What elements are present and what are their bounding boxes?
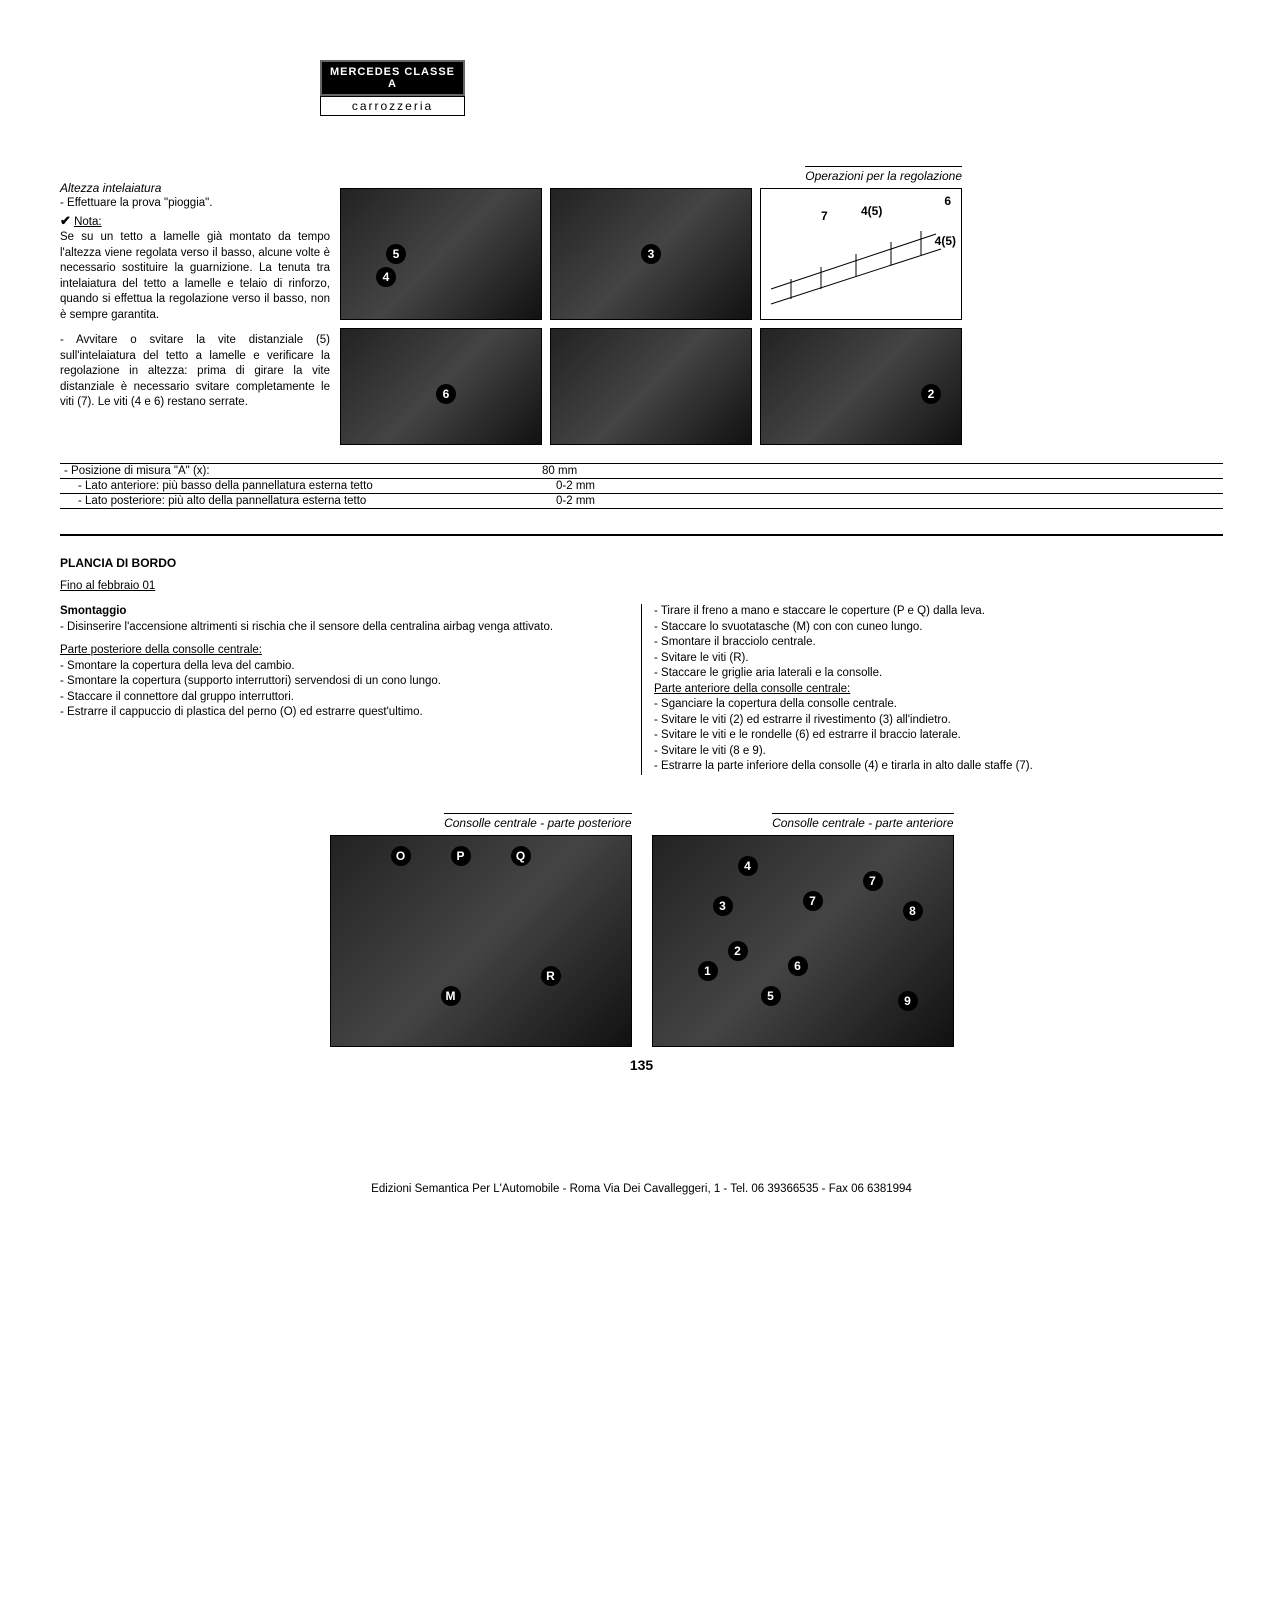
sec2-title: PLANCIA DI BORDO bbox=[60, 556, 1223, 570]
fig-5 bbox=[550, 328, 752, 445]
sec1-text-col: Altezza intelaiatura - Effettuare la pro… bbox=[60, 180, 330, 411]
r2c2: 0-2 mm bbox=[552, 479, 630, 493]
left-h2: Parte posteriore della consolle centrale… bbox=[60, 643, 629, 659]
fig-row-top: 5 4 3 bbox=[340, 188, 962, 320]
page-number: 135 bbox=[60, 1057, 1223, 1073]
figR-7a: 7 bbox=[803, 891, 823, 911]
table-row: - Posizione di misura "A" (x): 80 mm bbox=[60, 463, 1223, 479]
figR-4: 4 bbox=[738, 856, 758, 876]
figL-O: O bbox=[391, 846, 411, 866]
figL-P: P bbox=[451, 846, 471, 866]
fig3-label-45b: 4(5) bbox=[935, 234, 956, 248]
divider bbox=[60, 534, 1223, 536]
figR-6: 6 bbox=[788, 956, 808, 976]
figR-7: 7 bbox=[863, 871, 883, 891]
fig3-label-45: 4(5) bbox=[861, 204, 882, 218]
figL: O P Q M R bbox=[330, 835, 632, 1047]
figL-M: M bbox=[441, 986, 461, 1006]
right-l8: - Svitare le viti e le rondelle (6) ed e… bbox=[654, 728, 1223, 744]
figR-wrap: Consolle centrale - parte anteriore 1 2 … bbox=[652, 835, 954, 1047]
right-l5: - Staccare le griglie aria laterali e la… bbox=[654, 666, 1223, 682]
r3c2: 0-2 mm bbox=[552, 494, 630, 508]
header-brand: MERCEDES CLASSE A bbox=[320, 60, 465, 96]
figL-Q: Q bbox=[511, 846, 531, 866]
page: MERCEDES CLASSE A carrozzeria Altezza in… bbox=[0, 0, 1283, 1599]
figR-5: 5 bbox=[761, 986, 781, 1006]
sec1-line1: - Effettuare la prova "pioggia". bbox=[60, 196, 330, 212]
right-l4: - Svitare le viti (R). bbox=[654, 651, 1223, 667]
fig6-label-2: 2 bbox=[921, 384, 941, 404]
section-1: Altezza intelaiatura - Effettuare la pro… bbox=[60, 180, 1223, 445]
fig1-label-5: 5 bbox=[386, 244, 406, 264]
fig-3: 6 7 4(5) 4(5) bbox=[760, 188, 962, 320]
two-col: Smontaggio - Disinserire l'accensione al… bbox=[60, 604, 1223, 775]
left-l3: - Staccare il connettore dal gruppo inte… bbox=[60, 690, 629, 706]
figR-9: 9 bbox=[898, 991, 918, 1011]
sec2-subtitle: Fino al febbraio 01 bbox=[60, 580, 1223, 592]
figR: 1 2 3 4 5 6 7 7 8 9 bbox=[652, 835, 954, 1047]
sec1-note: Se su un tetto a lamelle già montato da … bbox=[60, 230, 330, 323]
figL-wrap: Consolle centrale - parte posteriore O P… bbox=[330, 835, 632, 1047]
left-h1: Smontaggio bbox=[60, 604, 629, 620]
right-h2: Parte anteriore della consolle centrale: bbox=[654, 682, 1223, 698]
sec1-subtitle: Altezza intelaiatura bbox=[60, 180, 330, 196]
figL-R: R bbox=[541, 966, 561, 986]
right-l9: - Svitare le viti (8 e 9). bbox=[654, 744, 1223, 760]
note-label: Nota: bbox=[74, 216, 102, 228]
figR-title: Consolle centrale - parte anteriore bbox=[772, 813, 953, 830]
footer: Edizioni Semantica Per L'Automobile - Ro… bbox=[60, 1183, 1223, 1195]
right-l1: - Tirare il freno a mano e staccare le c… bbox=[654, 604, 1223, 620]
figR-2: 2 bbox=[728, 941, 748, 961]
fig3-label-6: 6 bbox=[944, 194, 951, 208]
figR-3: 3 bbox=[713, 896, 733, 916]
right-l6: - Sganciare la copertura della consolle … bbox=[654, 697, 1223, 713]
figR-1: 1 bbox=[698, 961, 718, 981]
table-row: - Lato anteriore: più basso della pannel… bbox=[60, 479, 1223, 494]
fig1-label-4: 4 bbox=[376, 267, 396, 287]
sec1-note-label: ✔ Nota: bbox=[60, 212, 330, 231]
r1c2: 80 mm bbox=[538, 464, 616, 478]
fig2-label-3: 3 bbox=[641, 244, 661, 264]
fig-row-bottom: 6 2 bbox=[340, 328, 962, 445]
left-l4: - Estrarre il cappuccio di plastica del … bbox=[60, 705, 629, 721]
col-right: - Tirare il freno a mano e staccare le c… bbox=[642, 604, 1223, 775]
right-l10: - Estrarre la parte inferiore della cons… bbox=[654, 759, 1223, 775]
r1c1: - Posizione di misura "A" (x): bbox=[60, 464, 538, 478]
left-l2: - Smontare la copertura (supporto interr… bbox=[60, 674, 629, 690]
col-left: Smontaggio - Disinserire l'accensione al… bbox=[60, 604, 642, 775]
bottom-figs: Consolle centrale - parte posteriore O P… bbox=[60, 835, 1223, 1047]
right-l2: - Staccare lo svuotatasche (M) con con c… bbox=[654, 620, 1223, 636]
fig-4: 6 bbox=[340, 328, 542, 445]
r3c1: - Lato posteriore: più alto della pannel… bbox=[60, 494, 552, 508]
measure-table: - Posizione di misura "A" (x): 80 mm - L… bbox=[60, 463, 1223, 509]
ops-title: Operazioni per la regolazione bbox=[805, 166, 962, 183]
fig4-label-6: 6 bbox=[436, 384, 456, 404]
right-l7: - Svitare le viti (2) ed estrarre il riv… bbox=[654, 713, 1223, 729]
fig-2: 3 bbox=[550, 188, 752, 320]
r2c1: - Lato anteriore: più basso della pannel… bbox=[60, 479, 552, 493]
header-box: MERCEDES CLASSE A carrozzeria bbox=[320, 60, 465, 116]
check-icon: ✔ bbox=[60, 213, 71, 228]
fig-6: 2 bbox=[760, 328, 962, 445]
left-p1: - Disinserire l'accensione altrimenti si… bbox=[60, 620, 629, 636]
header-section: carrozzeria bbox=[320, 96, 465, 116]
sec1-para2: - Avvitare o svitare la vite distanziale… bbox=[60, 333, 330, 411]
figs-wrapper: Operazioni per la regolazione 5 4 3 bbox=[340, 188, 962, 445]
left-l1: - Smontare la copertura della leva del c… bbox=[60, 659, 629, 675]
fig-1: 5 4 bbox=[340, 188, 542, 320]
table-row: - Lato posteriore: più alto della pannel… bbox=[60, 494, 1223, 509]
figR-8: 8 bbox=[903, 901, 923, 921]
fig3-label-7: 7 bbox=[821, 209, 828, 223]
figL-title: Consolle centrale - parte posteriore bbox=[444, 813, 631, 830]
content: Altezza intelaiatura - Effettuare la pro… bbox=[60, 180, 1223, 1195]
right-l3: - Smontare il bracciolo centrale. bbox=[654, 635, 1223, 651]
